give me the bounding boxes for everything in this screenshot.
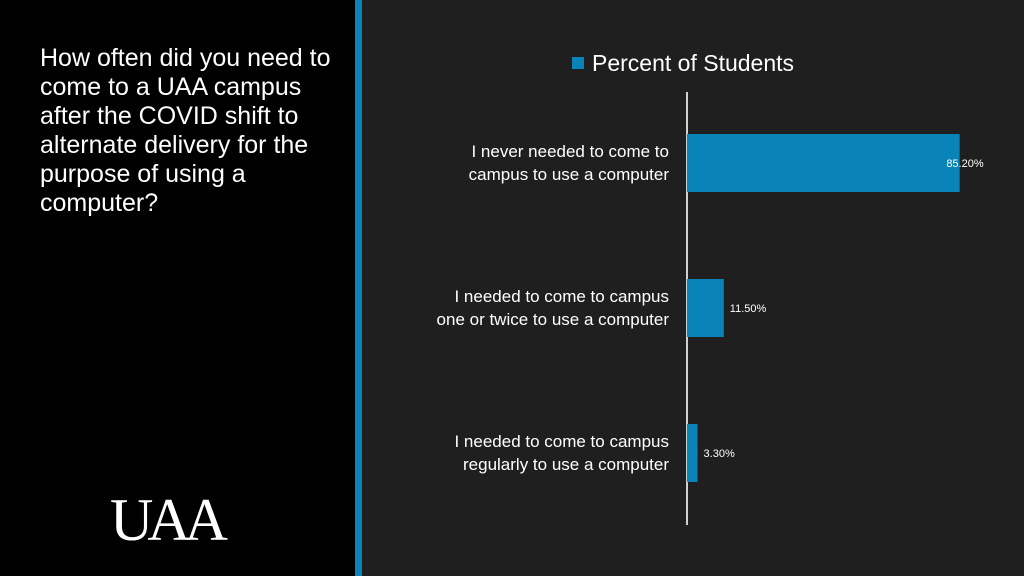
category-label-once-twice: I needed to come to campus one or twice … xyxy=(436,287,669,329)
uaa-logo-text: UAA xyxy=(110,488,228,546)
category-label-regularly: I needed to come to campus regularly to … xyxy=(454,432,669,474)
chart-legend: Percent of Students xyxy=(572,50,794,76)
data-label-2: 3.30% xyxy=(704,448,735,460)
legend-label: Percent of Students xyxy=(592,50,795,76)
left-panel: How often did you need to come to a UAA … xyxy=(0,0,355,576)
bar-plot: 85.20% 11.50% 3.30% xyxy=(686,92,984,525)
uaa-logo: UAA xyxy=(110,488,234,546)
bar-1 xyxy=(687,279,724,337)
chart-area: Percent of Students I never needed to co… xyxy=(362,0,1024,576)
category-label-never: I never needed to come to campus to use … xyxy=(468,142,669,184)
legend-swatch xyxy=(572,57,584,69)
data-label-1: 11.50% xyxy=(730,303,767,315)
question-text: How often did you need to come to a UAA … xyxy=(40,44,331,217)
data-label-0: 85.20% xyxy=(946,158,984,170)
bar-0 xyxy=(687,134,960,192)
accent-divider xyxy=(355,0,362,576)
bar-2 xyxy=(687,424,698,482)
